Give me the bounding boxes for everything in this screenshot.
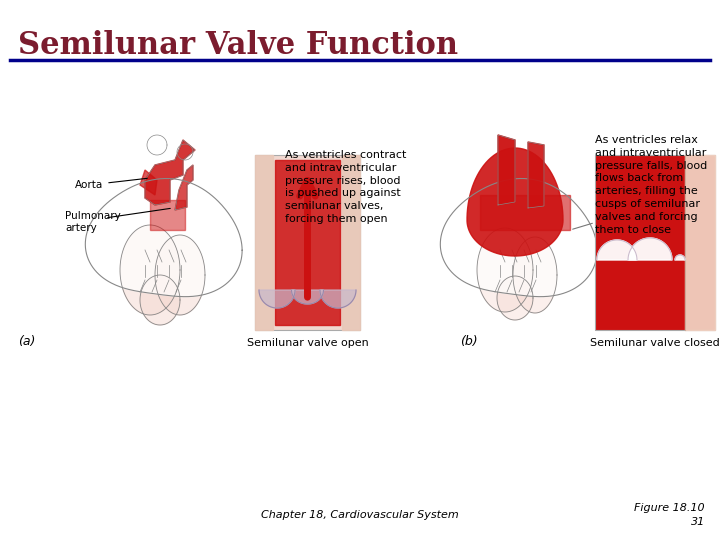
- Polygon shape: [467, 148, 563, 256]
- Text: Chapter 18, Cardiovascular System: Chapter 18, Cardiovascular System: [261, 510, 459, 520]
- Polygon shape: [441, 179, 597, 296]
- Text: (b): (b): [460, 335, 477, 348]
- Polygon shape: [120, 225, 180, 315]
- Polygon shape: [140, 275, 180, 325]
- Polygon shape: [477, 228, 533, 312]
- Polygon shape: [497, 276, 533, 320]
- Text: As ventricles contract
and intraventricular
pressure rises, blood
is pushed up a: As ventricles contract and intraventricu…: [285, 150, 406, 224]
- Text: As ventricles relax
and intraventricular
pressure falls, blood
flows back from
a: As ventricles relax and intraventricular…: [595, 135, 707, 234]
- Polygon shape: [498, 135, 515, 205]
- Polygon shape: [85, 179, 242, 296]
- Polygon shape: [255, 155, 273, 330]
- Polygon shape: [628, 238, 672, 260]
- Polygon shape: [513, 237, 557, 313]
- Polygon shape: [480, 195, 570, 230]
- Polygon shape: [275, 160, 340, 325]
- Text: Figure 18.10: Figure 18.10: [634, 503, 705, 513]
- Bar: [255, 155, 360, 330]
- Polygon shape: [292, 290, 323, 304]
- Polygon shape: [597, 240, 637, 260]
- Text: (a): (a): [18, 335, 35, 348]
- Polygon shape: [685, 155, 715, 330]
- Text: Aorta: Aorta: [75, 178, 148, 190]
- Polygon shape: [528, 142, 544, 208]
- Text: Pulmonary
artery: Pulmonary artery: [65, 211, 121, 233]
- Polygon shape: [155, 235, 205, 315]
- Text: Semilunar valve open: Semilunar valve open: [247, 338, 369, 348]
- Polygon shape: [145, 140, 195, 205]
- Text: Semilunar Valve Function: Semilunar Valve Function: [18, 30, 458, 61]
- Polygon shape: [675, 255, 685, 260]
- Polygon shape: [259, 290, 295, 308]
- Polygon shape: [342, 155, 360, 330]
- Polygon shape: [175, 165, 193, 210]
- Polygon shape: [320, 290, 356, 308]
- Polygon shape: [150, 200, 185, 230]
- Text: Semilunar valve closed: Semilunar valve closed: [590, 338, 720, 348]
- Polygon shape: [140, 170, 157, 195]
- Bar: [595, 155, 715, 330]
- Text: 31: 31: [690, 517, 705, 527]
